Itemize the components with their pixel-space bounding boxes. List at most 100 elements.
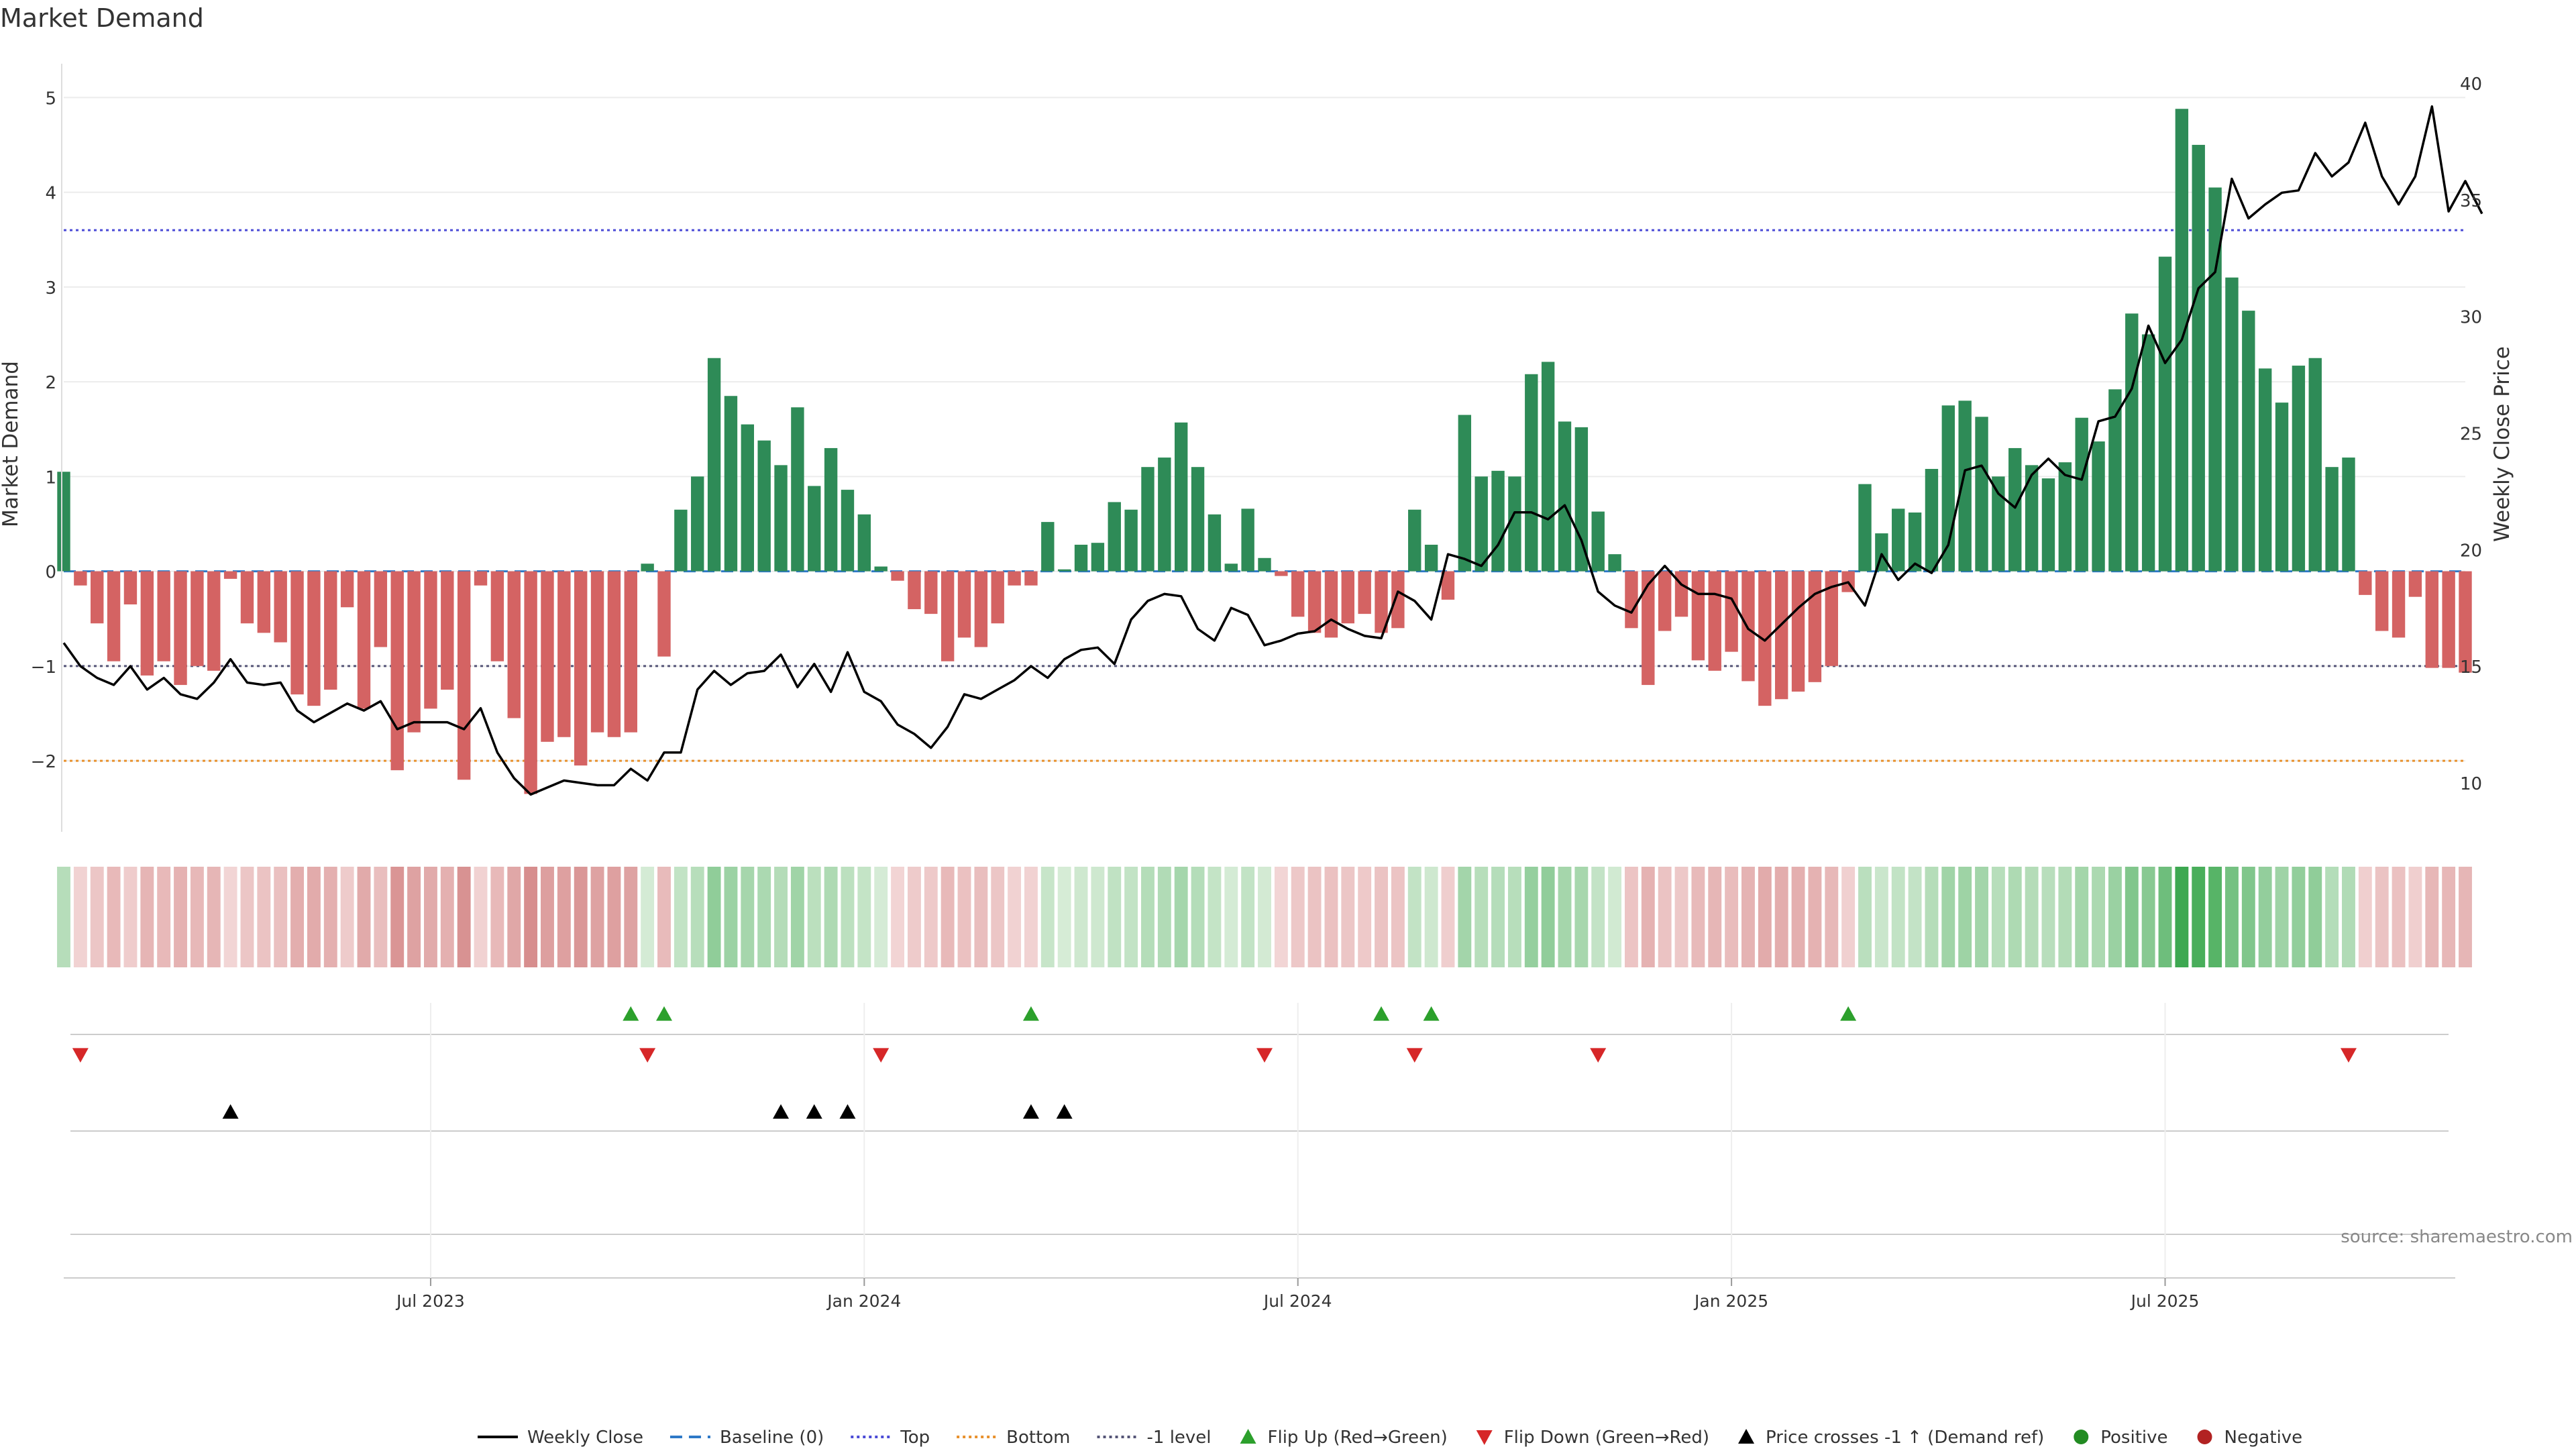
demand-bar	[140, 571, 154, 676]
heat-cell	[1825, 867, 1839, 967]
heat-cell	[90, 867, 104, 967]
demand-bar	[2342, 458, 2355, 572]
heat-cell	[2058, 867, 2072, 967]
legend-item-flip_down: Flip Down (Green→Red)	[1476, 1428, 1709, 1448]
heat-cell	[1458, 867, 1472, 967]
demand-bar	[2008, 447, 2022, 572]
legend-label: Flip Up (Red→Green)	[1268, 1428, 1448, 1448]
heat-cell	[424, 867, 437, 967]
heat-cell	[2325, 867, 2339, 967]
heat-cell	[2192, 867, 2206, 967]
x-tick-label: Jan 2024	[826, 1291, 901, 1311]
heat-cell	[457, 867, 471, 967]
heat-cell	[1708, 867, 1722, 967]
demand-bar	[407, 571, 421, 733]
demand-bar	[624, 571, 637, 733]
heat-cell	[2108, 867, 2122, 967]
heat-cell	[240, 867, 254, 967]
heat-cell	[641, 867, 655, 967]
heat-cell	[1625, 867, 1638, 967]
demand-bar	[324, 571, 337, 690]
heat-cell	[223, 867, 237, 967]
demand-bar	[191, 571, 204, 666]
heat-cell	[1975, 867, 1988, 967]
demand-bar	[1291, 571, 1305, 617]
heat-cell	[1774, 867, 1788, 967]
demand-bar	[1408, 509, 1421, 572]
heat-cell	[2092, 867, 2105, 967]
demand-bar	[1491, 470, 1505, 572]
flip-up-marker	[1373, 1006, 1390, 1021]
legend-swatch-triangle	[1476, 1430, 1493, 1445]
heat-cell	[1991, 867, 2005, 967]
heat-cell	[1375, 867, 1388, 967]
x-tick-label: Jan 2025	[1693, 1291, 1768, 1311]
x-tick-label: Jul 2023	[395, 1291, 465, 1311]
heat-cell	[524, 867, 538, 967]
y2-tick-label: 15	[2460, 657, 2482, 678]
heat-cell	[407, 867, 421, 967]
heat-cell	[774, 867, 788, 967]
heat-cell	[290, 867, 304, 967]
heat-cell	[590, 867, 604, 967]
demand-bar	[223, 571, 237, 579]
flip-down-marker	[72, 1048, 89, 1063]
y2-tick-label: 20	[2460, 541, 2482, 561]
demand-bar	[824, 447, 838, 572]
demand-bar	[2108, 389, 2122, 572]
demand-bar	[1625, 571, 1638, 629]
demand-bar	[1141, 467, 1155, 572]
demand-bar	[274, 571, 287, 643]
demand-bar	[657, 571, 671, 657]
legend-label: -1 level	[1147, 1428, 1212, 1448]
heat-cell	[841, 867, 855, 967]
reference-lines	[64, 229, 2465, 762]
legend-swatch-triangle	[1240, 1429, 1256, 1444]
demand-bar	[1124, 509, 1138, 572]
demand-bar	[1808, 571, 1822, 682]
demand-bar	[374, 571, 388, 647]
y-tick-label: 0	[45, 563, 56, 583]
demand-bar	[1642, 571, 1655, 686]
heat-cell	[1541, 867, 1555, 967]
demand-bar	[590, 571, 604, 733]
demand-bar	[724, 396, 738, 572]
heat-cell	[1358, 867, 1372, 967]
demand-bar	[941, 571, 955, 661]
heat-cell	[607, 867, 621, 967]
heat-cell	[1874, 867, 1888, 967]
heat-cell	[1925, 867, 1939, 967]
heat-cell	[2408, 867, 2422, 967]
price-cross-marker	[222, 1104, 239, 1119]
demand-bar	[2425, 571, 2438, 668]
y2-tick-label: 25	[2460, 424, 2482, 444]
demand-bar	[257, 571, 271, 633]
demand-bar	[774, 465, 788, 572]
heat-cell	[1891, 867, 1905, 967]
heat-cell	[123, 867, 138, 967]
demand-bar	[757, 440, 771, 572]
price-cross-marker	[1022, 1104, 1039, 1119]
heat-cell	[2292, 867, 2306, 967]
demand-bar	[741, 424, 755, 572]
heat-cell	[1558, 867, 1572, 967]
legend-item-weekly_close: Weekly Close	[478, 1428, 643, 1448]
heat-cell	[157, 867, 171, 967]
demand-bar	[991, 571, 1004, 624]
demand-bar	[2325, 467, 2339, 572]
demand-bar	[157, 571, 170, 661]
heat-cell	[73, 867, 87, 967]
demand-bar	[290, 571, 304, 695]
demand-bars	[57, 109, 2472, 794]
heat-cell	[1841, 867, 1856, 967]
heat-cell	[1291, 867, 1305, 967]
legend-label: Price crosses -1 ↑ (Demand ref)	[1766, 1428, 2044, 1448]
legend-item-minus_one: -1 level	[1097, 1428, 1212, 1448]
demand-bar	[390, 571, 404, 771]
legend-label: Top	[900, 1428, 930, 1448]
demand-bar	[1458, 415, 1472, 572]
demand-bar	[1925, 469, 1939, 572]
demand-bar	[2242, 311, 2255, 572]
heat-cell	[857, 867, 871, 967]
heat-cell	[2392, 867, 2406, 967]
